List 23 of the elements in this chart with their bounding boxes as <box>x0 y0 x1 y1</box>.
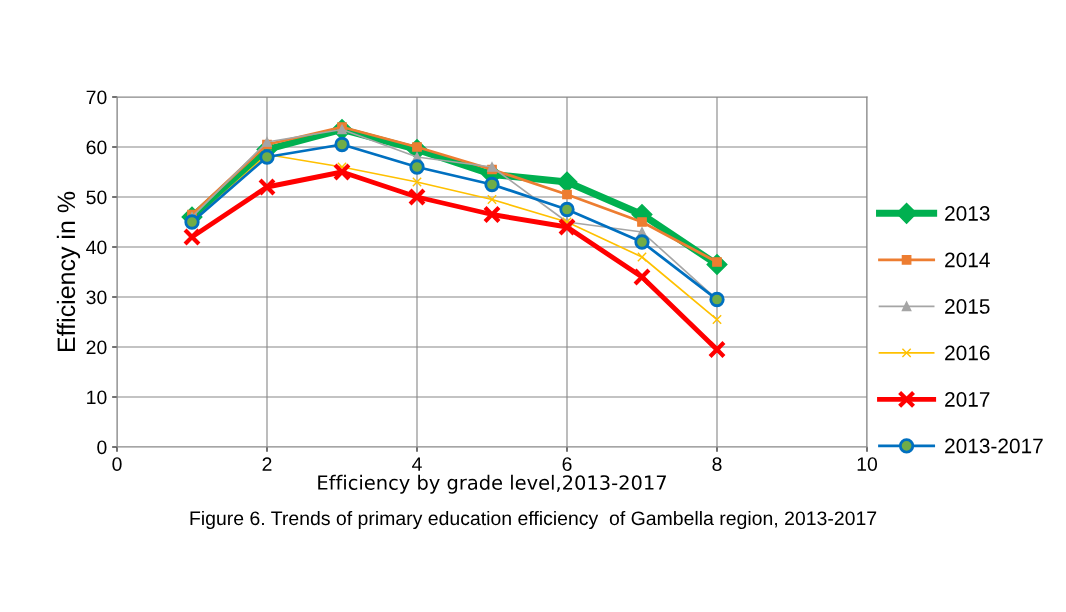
x-tick-label: 2 <box>262 457 272 471</box>
x-tick-label: 10 <box>857 457 878 471</box>
y-tick-label: 10 <box>87 390 107 405</box>
caption: Figure 6. Trends of primary education efficiency of Gambella region, 2013-2017 <box>190 510 877 530</box>
y-tick-label: 0 <box>97 440 107 455</box>
x-tick-label: 8 <box>712 457 722 471</box>
legend-label: 2015 <box>945 299 990 314</box>
y-axis-title: Efficiency in % <box>56 191 81 352</box>
y-tick-label: 30 <box>86 290 107 305</box>
y-tick-label: 40 <box>86 240 107 255</box>
legend-label: 2013-2017 <box>945 438 1043 454</box>
legend-label: 2017 <box>945 392 990 407</box>
y-tick-label: 20 <box>86 340 107 355</box>
x-tick-label: 6 <box>562 457 572 471</box>
x-tick-label: 4 <box>412 457 422 471</box>
x-axis-title: Efficiency by grade level,2013-2017 <box>318 474 666 494</box>
y-tick-label: 70 <box>86 90 107 105</box>
x-tick-label: 0 <box>112 457 122 471</box>
y-tick-label: 60 <box>86 140 107 155</box>
legend-label: 2013 <box>945 206 990 221</box>
legend-label: 2016 <box>945 345 990 361</box>
legend-label: 2014 <box>945 252 990 268</box>
y-tick-label: 50 <box>86 190 107 205</box>
